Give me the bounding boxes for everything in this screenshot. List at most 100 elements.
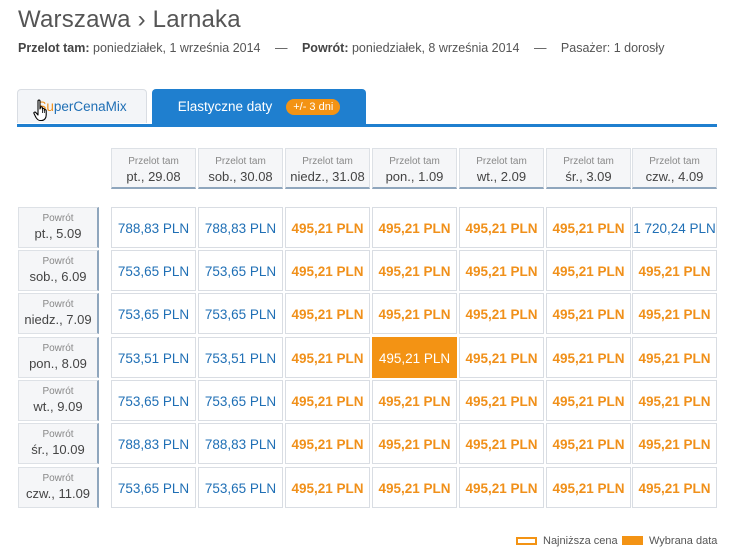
price-cell[interactable]: 753,65 PLN <box>198 250 283 291</box>
hand-cursor-icon <box>33 99 47 122</box>
price-cell[interactable]: 788,83 PLN <box>198 423 283 464</box>
column-header-label: Przelot tam <box>215 156 266 167</box>
price-cell[interactable]: 495,21 PLN <box>285 250 370 291</box>
outbound-date: poniedziałek, 1 września 2014 <box>93 41 261 55</box>
price-cell-selected[interactable]: 495,21 PLN <box>372 337 457 378</box>
price-cell[interactable]: 495,21 PLN <box>546 380 631 421</box>
range-badge: +/- 3 dni <box>286 99 341 115</box>
price-cell[interactable]: 495,21 PLN <box>459 337 544 378</box>
row-header-date: niedz., 7.09 <box>24 312 92 327</box>
price-cell[interactable]: 495,21 PLN <box>372 293 457 334</box>
row-header-date: wt., 9.09 <box>33 399 83 414</box>
column-header: Przelot tam sob., 30.08 <box>198 148 283 189</box>
price-cell[interactable]: 1 720,24 PLN <box>632 207 717 248</box>
price-cell[interactable]: 495,21 PLN <box>372 250 457 291</box>
price-cell[interactable]: 753,65 PLN <box>111 293 196 334</box>
price-cell[interactable]: 495,21 PLN <box>459 250 544 291</box>
price-cell[interactable]: 495,21 PLN <box>372 467 457 508</box>
price-cell[interactable]: 495,21 PLN <box>546 250 631 291</box>
column-header: Przelot tam śr., 3.09 <box>546 148 631 189</box>
return-date: poniedziałek, 8 września 2014 <box>351 41 520 55</box>
column-header: Przelot tam pon., 1.09 <box>372 148 457 189</box>
row-header-label: Powrót <box>42 429 74 440</box>
row-header: Powrót pon., 8.09 <box>18 337 99 378</box>
price-cell[interactable]: 495,21 PLN <box>459 293 544 334</box>
legend-selected-label: Wybrana data <box>649 535 718 547</box>
price-cell[interactable]: 753,65 PLN <box>111 250 196 291</box>
price-cell[interactable]: 495,21 PLN <box>546 467 631 508</box>
tab-bar: SuperCenaMix Elastyczne daty +/- 3 dni <box>17 89 717 126</box>
price-cell[interactable]: 495,21 PLN <box>459 467 544 508</box>
row-header-date: pon., 8.09 <box>29 356 87 371</box>
separator: — <box>274 41 288 55</box>
column-header: Przelot tam czw., 4.09 <box>632 148 717 189</box>
price-cell[interactable]: 495,21 PLN <box>459 380 544 421</box>
column-header-label: Przelot tam <box>128 156 179 167</box>
legend-selected: Wybrana data <box>622 535 717 547</box>
row-header: Powrót pt., 5.09 <box>18 207 99 248</box>
price-cell[interactable]: 495,21 PLN <box>632 250 717 291</box>
price-cell[interactable]: 753,65 PLN <box>198 380 283 421</box>
column-header-date: pon., 1.09 <box>385 169 444 184</box>
row-header-label: Powrót <box>42 213 74 224</box>
row-header-label: Powrót <box>42 386 74 397</box>
column-header: Przelot tam niedz., 31.08 <box>285 148 370 189</box>
trip-summary: Przelot tam: poniedziałek, 1 września 20… <box>18 41 664 55</box>
price-cell[interactable]: 495,21 PLN <box>632 467 717 508</box>
price-cell[interactable]: 495,21 PLN <box>372 423 457 464</box>
price-cell[interactable]: 495,21 PLN <box>546 207 631 248</box>
price-cell[interactable]: 495,21 PLN <box>632 293 717 334</box>
passenger-info: Pasażer: 1 dorosły <box>560 41 665 55</box>
column-header-date: niedz., 31.08 <box>290 169 365 184</box>
price-cell[interactable]: 753,65 PLN <box>198 467 283 508</box>
price-cell[interactable]: 495,21 PLN <box>285 423 370 464</box>
price-cell[interactable]: 495,21 PLN <box>285 337 370 378</box>
price-cell[interactable]: 753,65 PLN <box>111 467 196 508</box>
row-header-date: pt., 5.09 <box>34 226 82 241</box>
column-header: Przelot tam pt., 29.08 <box>111 148 196 189</box>
price-cell[interactable]: 753,65 PLN <box>198 293 283 334</box>
price-cell[interactable]: 495,21 PLN <box>285 467 370 508</box>
price-cell[interactable]: 495,21 PLN <box>372 207 457 248</box>
row-header-label: Powrót <box>42 256 74 267</box>
outbound-label: Przelot tam: <box>18 41 90 55</box>
row-header: Powrót sob., 6.09 <box>18 250 99 291</box>
price-cell[interactable]: 495,21 PLN <box>285 380 370 421</box>
column-header-date: sob., 30.08 <box>208 169 273 184</box>
row-header: Powrót czw., 11.09 <box>18 467 99 508</box>
price-cell[interactable]: 495,21 PLN <box>285 293 370 334</box>
column-header-date: wt., 2.09 <box>476 169 527 184</box>
tab-label: Elastyczne daty <box>177 99 273 114</box>
price-cell[interactable]: 495,21 PLN <box>459 207 544 248</box>
price-cell[interactable]: 495,21 PLN <box>459 423 544 464</box>
page-title: Warszawa › Larnaka <box>18 6 241 33</box>
price-cell[interactable]: 495,21 PLN <box>632 380 717 421</box>
price-cell[interactable]: 753,65 PLN <box>111 380 196 421</box>
separator: — <box>533 41 547 55</box>
price-cell[interactable]: 495,21 PLN <box>546 293 631 334</box>
column-header-label: Przelot tam <box>476 156 527 167</box>
selected-date-swatch <box>622 536 643 545</box>
price-cell[interactable]: 495,21 PLN <box>632 423 717 464</box>
tab-label-rest: perCenaMix <box>53 99 127 114</box>
row-header: Powrót śr., 10.09 <box>18 423 99 464</box>
row-header: Powrót wt., 9.09 <box>18 380 99 421</box>
row-header-label: Powrót <box>42 299 74 310</box>
price-cell[interactable]: 495,21 PLN <box>285 207 370 248</box>
price-cell[interactable]: 753,51 PLN <box>111 337 196 378</box>
price-cell[interactable]: 788,83 PLN <box>111 423 196 464</box>
legend-lowest: Najniższa cena <box>516 535 618 547</box>
price-cell[interactable]: 788,83 PLN <box>198 207 283 248</box>
tab-flexible-dates[interactable]: Elastyczne daty +/- 3 dni <box>152 89 366 125</box>
column-header-label: Przelot tam <box>649 156 700 167</box>
price-cell[interactable]: 753,51 PLN <box>198 337 283 378</box>
price-cell[interactable]: 495,21 PLN <box>546 423 631 464</box>
price-cell[interactable]: 788,83 PLN <box>111 207 196 248</box>
column-header: Przelot tam wt., 2.09 <box>459 148 544 189</box>
price-cell[interactable]: 495,21 PLN <box>372 380 457 421</box>
price-cell[interactable]: 495,21 PLN <box>632 337 717 378</box>
row-header-date: śr., 10.09 <box>31 442 85 457</box>
column-header-date: czw., 4.09 <box>645 169 704 184</box>
price-cell[interactable]: 495,21 PLN <box>546 337 631 378</box>
row-header-date: czw., 11.09 <box>25 486 91 501</box>
